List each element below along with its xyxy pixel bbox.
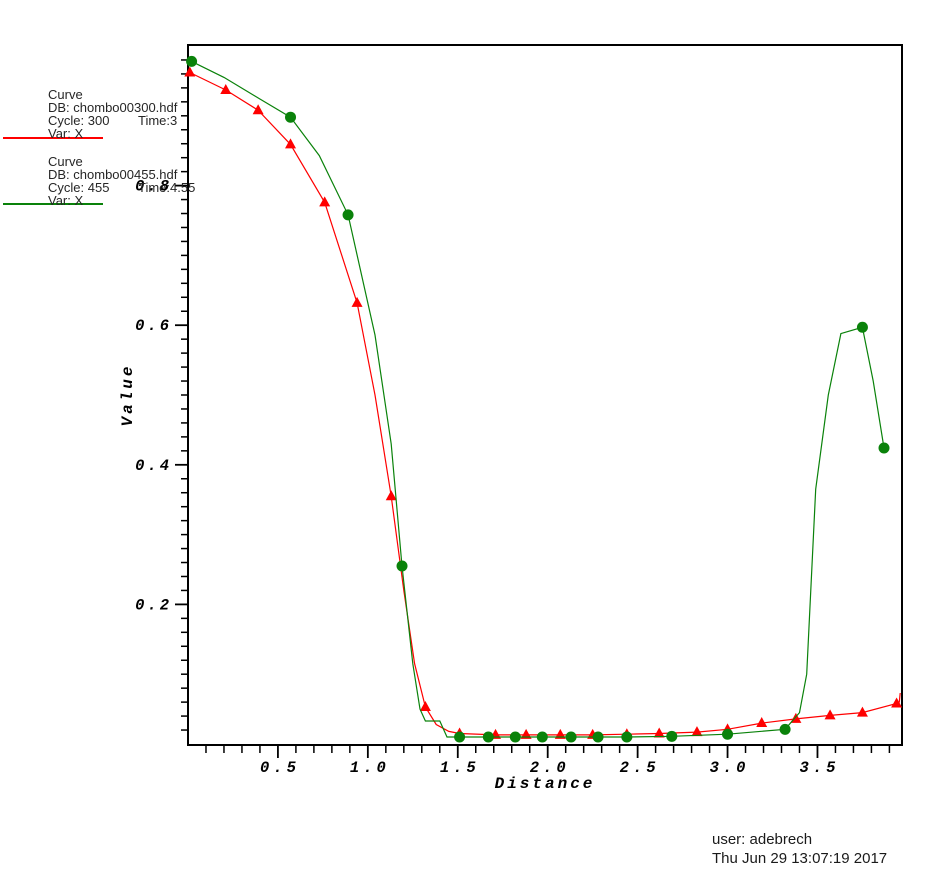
- curve-marker-triangle: [824, 709, 836, 720]
- curve-marker-triangle: [285, 138, 297, 149]
- plot-frame: [187, 44, 903, 746]
- y-tick-label: 0.4: [135, 457, 172, 475]
- curve-marker-circle: [621, 731, 633, 743]
- curve-marker-circle: [779, 723, 791, 735]
- legend-cycle: Cycle: 300: [48, 113, 110, 128]
- curve-marker-circle: [509, 731, 521, 743]
- curve-marker-triangle: [351, 296, 363, 307]
- curve-marker-triangle: [891, 697, 903, 708]
- x-tick-label: 0.5: [260, 759, 300, 777]
- x-tick-label: 1.5: [440, 759, 480, 777]
- curve-marker-circle: [666, 730, 678, 742]
- legend-plot-type: Curve: [48, 87, 83, 102]
- curve-marker-circle: [856, 321, 868, 333]
- curve-marker-circle: [186, 55, 198, 67]
- curve-marker-triangle: [252, 104, 264, 115]
- y-axis-title: Value: [119, 363, 137, 427]
- legend-db-name: DB: chombo00300.hdf: [48, 100, 178, 115]
- curve-marker-triangle: [220, 83, 232, 94]
- annotation-footer: user: adebrech Thu Jun 29 13:07:19 2017: [712, 830, 887, 868]
- legend-var: Var: X: [48, 193, 84, 208]
- curve-marker-circle: [878, 442, 890, 454]
- curve-marker-triangle: [653, 727, 665, 738]
- x-tick-label: 2.5: [620, 759, 660, 777]
- x-axis-title: Distance: [494, 775, 596, 793]
- user-annotation: user: adebrech: [712, 831, 813, 848]
- legend-var: Var: X: [48, 126, 84, 141]
- curve-marker-triangle: [856, 706, 868, 717]
- legend-color-line-green: [3, 203, 103, 205]
- x-tick-label: 3.0: [710, 759, 750, 777]
- legend-time: Time:3: [138, 113, 178, 128]
- curve-marker-circle: [454, 731, 466, 743]
- curve-marker-triangle: [319, 196, 331, 207]
- curve-marker-circle: [565, 731, 577, 743]
- legend-cycle: Cycle: 455: [48, 180, 110, 195]
- curve-marker-triangle: [184, 66, 196, 77]
- y-tick-label: 0.2: [135, 596, 172, 614]
- curve-marker-triangle: [756, 717, 768, 728]
- curve-marker-circle: [342, 209, 354, 221]
- x-tick-label: 3.5: [800, 759, 840, 777]
- curve-line-green: [191, 60, 885, 738]
- curve-marker-triangle: [419, 701, 431, 712]
- timestamp-annotation: Thu Jun 29 13:07:19 2017: [712, 850, 888, 867]
- y-tick-label: 0.8: [135, 178, 172, 196]
- x-tick-label: 1.0: [350, 759, 390, 777]
- curve-marker-triangle: [385, 490, 397, 501]
- x-tick-label: 2.0: [530, 759, 570, 777]
- legend-color-line-red: [3, 137, 103, 139]
- legend-plot-type: Curve: [48, 154, 83, 169]
- legend-db-name: DB: chombo00455.hdf: [48, 167, 178, 182]
- curve-marker-circle: [482, 731, 494, 743]
- y-tick-label: 0.6: [135, 317, 172, 335]
- curve-marker-circle: [592, 731, 604, 743]
- curve-marker-circle: [536, 731, 548, 743]
- curve-marker-circle: [396, 560, 408, 572]
- curve-marker-circle: [285, 111, 297, 123]
- legend-time: Time:4.55: [138, 180, 196, 195]
- curve-line-red: [189, 71, 901, 736]
- curve-marker-circle: [722, 728, 734, 740]
- curve-marker-triangle: [691, 726, 703, 737]
